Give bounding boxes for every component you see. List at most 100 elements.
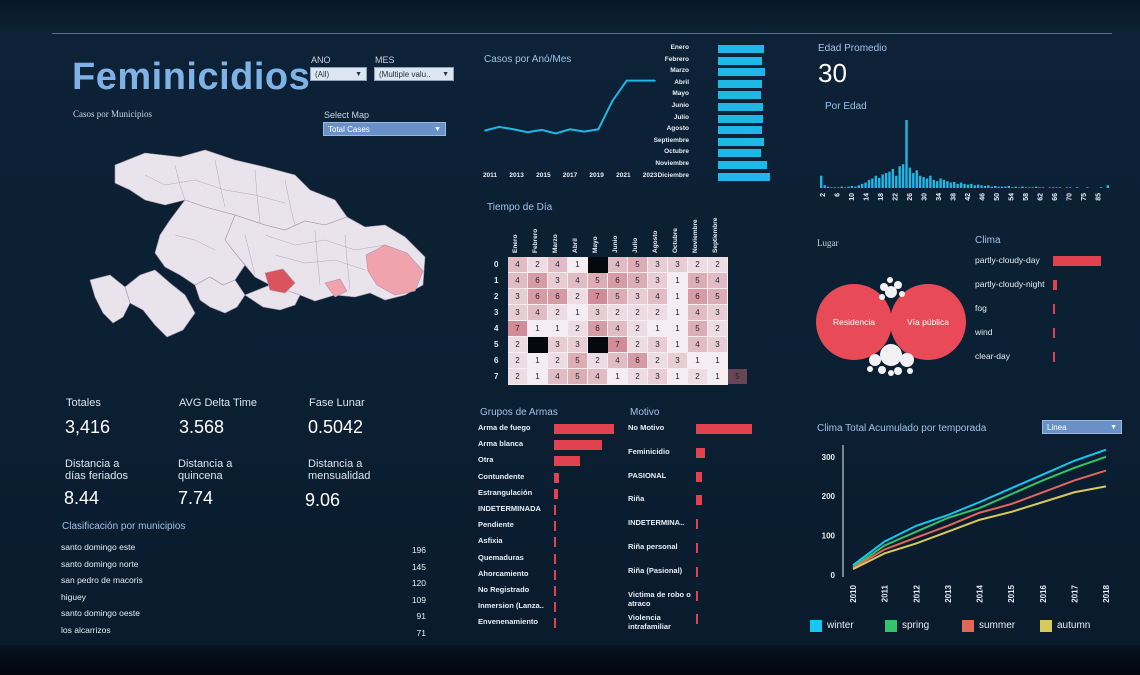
edad-bar <box>925 178 929 188</box>
page-subtitle: Casos por Municipios <box>73 109 153 119</box>
heatmap-cell: 3 <box>708 337 727 352</box>
heatmap-row-label: 6 <box>494 356 499 365</box>
heatmap-cell: 2 <box>688 257 707 272</box>
x-tick-label: 2011 <box>881 584 890 602</box>
heatmap-cell: 2 <box>628 305 647 320</box>
edad-bar <box>1031 187 1034 188</box>
mes-filter-value: (Multiple valu.. <box>379 70 431 79</box>
heatmap-cell: 2 <box>688 369 707 384</box>
casos-point <box>498 126 500 128</box>
heatmap-cell: 5 <box>628 257 647 272</box>
bar-category-label: No Registrado <box>478 585 530 594</box>
edad-bar <box>881 174 884 188</box>
edad-bar <box>891 168 895 188</box>
month-bar <box>718 149 762 158</box>
casos-point <box>526 131 529 134</box>
heatmap-column-label: Febrero <box>532 228 539 253</box>
heatmap-cell: 1 <box>715 356 720 365</box>
x-tick-label: 2010 <box>849 584 858 602</box>
bar <box>696 519 699 530</box>
heatmap-cell: 1 <box>675 340 680 349</box>
clima-total-select-value: Linea <box>1047 423 1067 432</box>
municipios-map[interactable] <box>85 145 430 360</box>
ano-filter-select[interactable]: (All) ▼ <box>310 67 367 81</box>
mes-filter-select[interactable]: (Multiple valu.. ▼ <box>374 67 454 81</box>
bar-category-label: No Motivo <box>628 423 665 432</box>
map-region-la-altagracia[interactable] <box>365 244 424 296</box>
month-bar <box>718 114 763 123</box>
casos-chart-title: Casos por Anó/Mes <box>484 54 572 65</box>
edad-bar <box>1034 186 1038 188</box>
casos-x-tick: 2021 <box>616 172 631 179</box>
heatmap-cell: 3 <box>648 369 667 384</box>
map-region-san-pedro[interactable] <box>324 278 348 298</box>
chevron-down-icon: ▼ <box>355 71 362 78</box>
y-tick-label: 100 <box>822 532 836 541</box>
por-edad-title: Por Edad <box>825 101 867 112</box>
month-label: Septiembre <box>653 136 689 144</box>
edad-bar <box>871 178 874 188</box>
month-bar <box>718 126 762 135</box>
edad-bar <box>956 183 959 188</box>
month-bar <box>718 68 765 77</box>
edad-bar <box>1028 187 1031 188</box>
bar <box>696 543 698 553</box>
bar-category-label: Pendiente <box>478 520 514 530</box>
bar-category-label: Arma blanca <box>478 439 524 449</box>
heatmap-cell: 1 <box>575 308 580 317</box>
edad-x-tick: 18 <box>878 193 885 201</box>
map-select[interactable]: Total Cases ▼ <box>323 122 446 136</box>
heatmap-cell: 3 <box>588 305 607 320</box>
edad-bar <box>953 181 956 188</box>
clima-total-title: Clima Total Acumulado por temporada <box>817 423 987 434</box>
bar <box>1053 328 1055 338</box>
dist-feriados-label-line2: días feriados <box>65 470 128 482</box>
bar-category-label: Riña (Pasional) <box>628 565 683 575</box>
heatmap-cell: 3 <box>668 257 687 272</box>
clima-total-select[interactable]: Linea ▼ <box>1042 420 1122 434</box>
bar <box>696 471 702 482</box>
bar <box>554 440 602 451</box>
heatmap-cell: 2 <box>508 353 527 368</box>
heatmap-column-label: Enero <box>512 234 519 253</box>
bar-category-label: Riña personal <box>628 542 678 551</box>
bar-category-label: INDETERMINA.. <box>628 518 685 528</box>
edad-bar <box>1004 186 1007 188</box>
month-label: Diciembre <box>657 171 689 179</box>
screen-bezel-top <box>0 0 1140 30</box>
bubble-residencia[interactable] <box>816 284 892 360</box>
edad-bar <box>918 175 922 188</box>
edad-x-tick: 10 <box>849 193 856 201</box>
casos-point <box>625 79 628 82</box>
heatmap-cell: 6 <box>548 289 567 304</box>
heatmap-cell: 1 <box>535 324 540 333</box>
map-region-santo-domingo[interactable] <box>264 268 296 294</box>
heatmap-cell: 1 <box>675 308 680 317</box>
edad-bar <box>922 177 925 188</box>
edad-bar <box>820 175 823 188</box>
heatmap-cell: 1 <box>535 372 540 381</box>
month-bar <box>718 45 765 53</box>
edad-bar <box>1075 187 1079 188</box>
heatmap-cell: 3 <box>668 353 687 368</box>
heatmap-cell: 3 <box>568 337 587 352</box>
heatmap-cell: 2 <box>648 305 667 320</box>
municipios-title: Clasificación por municipios <box>62 521 186 532</box>
heatmap-cell: 4 <box>708 273 727 288</box>
casos-point <box>555 132 557 135</box>
series-line-autumn <box>852 485 1107 570</box>
bubble-via-publica[interactable] <box>890 284 966 360</box>
edad-bar <box>1041 187 1045 188</box>
edad-bar <box>976 184 980 188</box>
x-tick-label: 2014 <box>976 584 985 602</box>
chevron-down-icon: ▼ <box>442 71 449 78</box>
bar-category-label: Victima de robo o atraco <box>628 589 691 608</box>
bubble-label-residencia: Residencia <box>833 317 875 327</box>
edad-bar <box>987 185 990 188</box>
heatmap-cell: 2 <box>588 353 607 368</box>
edad-bar <box>908 167 912 188</box>
heatmap-cell: 2 <box>708 257 727 272</box>
casos-point <box>611 100 614 102</box>
edad-bar <box>1000 186 1004 188</box>
edad-bar <box>942 179 946 188</box>
